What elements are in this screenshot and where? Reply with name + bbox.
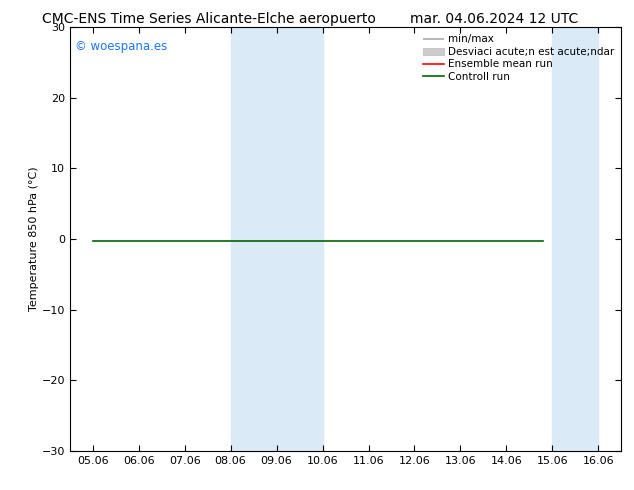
Text: CMC-ENS Time Series Alicante-Elche aeropuerto: CMC-ENS Time Series Alicante-Elche aerop…: [42, 12, 376, 26]
Bar: [231, 27, 276, 451]
Bar: [552, 27, 598, 451]
Y-axis label: Temperature 850 hPa (°C): Temperature 850 hPa (°C): [29, 167, 39, 311]
Bar: [276, 27, 323, 451]
Legend: min/max, Desviaci acute;n est acute;ndar, Ensemble mean run, Controll run: min/max, Desviaci acute;n est acute;ndar…: [421, 32, 616, 84]
Text: mar. 04.06.2024 12 UTC: mar. 04.06.2024 12 UTC: [410, 12, 579, 26]
Text: © woespana.es: © woespana.es: [75, 40, 167, 52]
